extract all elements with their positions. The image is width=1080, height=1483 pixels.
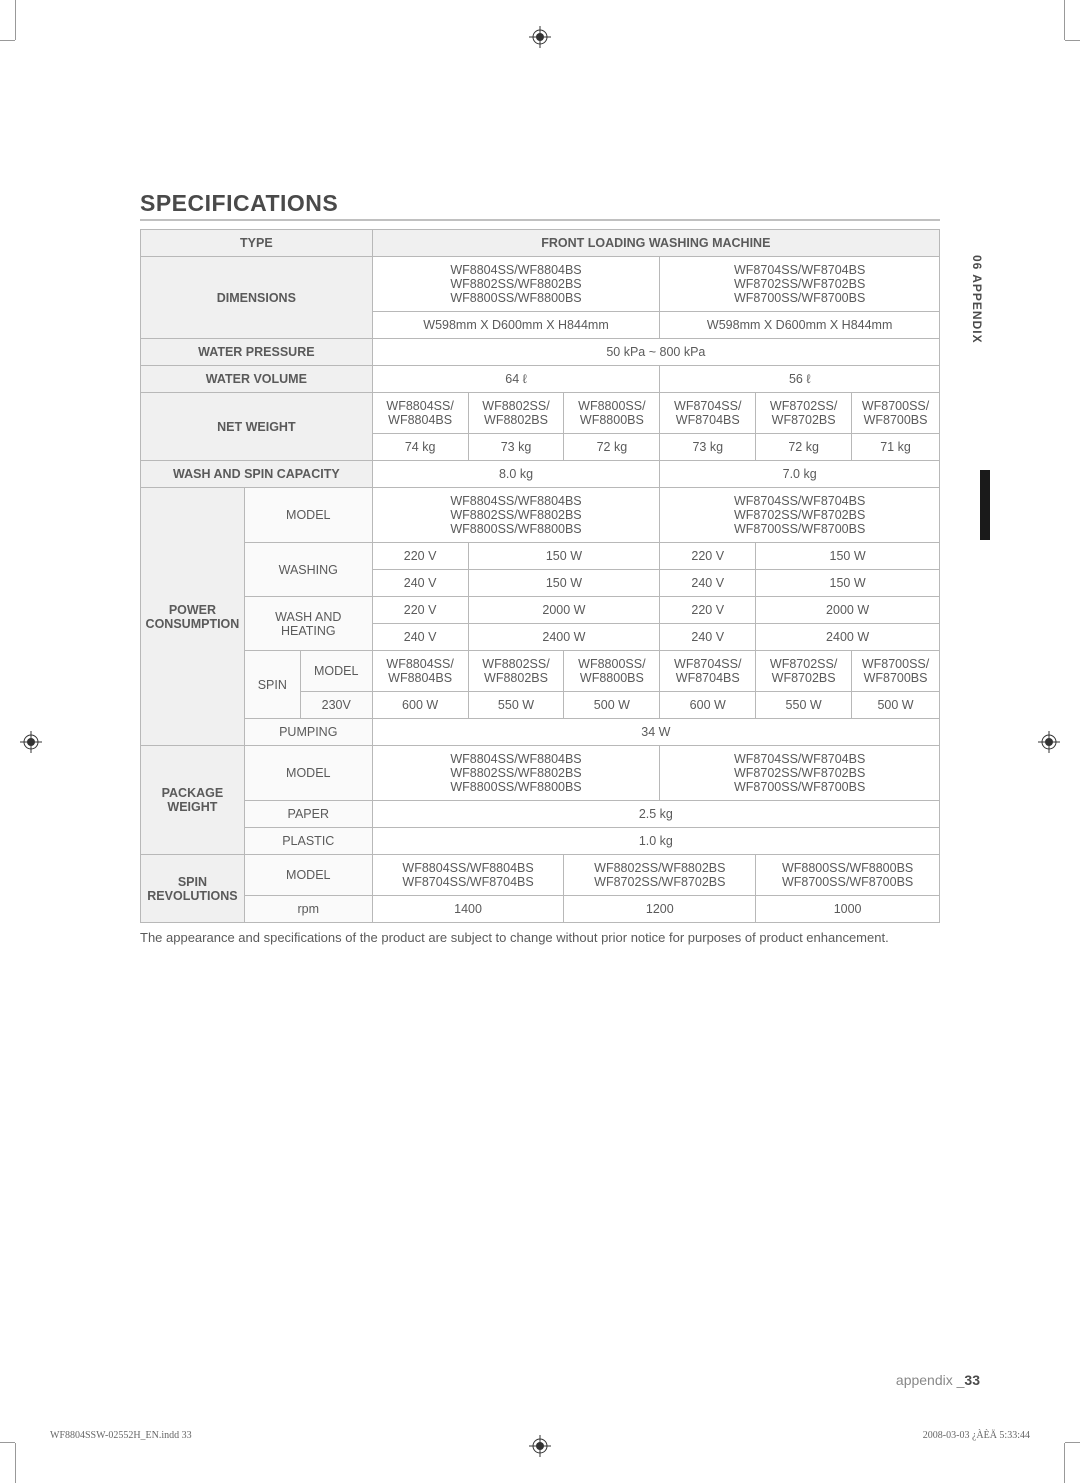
w150b: 150 W	[756, 543, 940, 570]
sr-m1: WF8804SS/WF8804BS WF8704SS/WF8704BS	[372, 855, 564, 896]
pkg-plastic: PLASTIC	[244, 828, 372, 855]
pc-spin-model: MODEL	[300, 651, 372, 692]
reg-mark-icon	[1038, 731, 1060, 753]
label-spin-rev: SPIN REVOLUTIONS	[141, 855, 245, 923]
nw-m2: WF8802SS/ WF8802BS	[468, 393, 564, 434]
h2400a: 2400 W	[468, 624, 660, 651]
pump-val: 34 W	[372, 719, 939, 746]
pc-230v: 230V	[300, 692, 372, 719]
nw-m5: WF8702SS/ WF8702BS	[756, 393, 852, 434]
pkg-plastic-v: 1.0 kg	[372, 828, 939, 855]
nw-v2: 73 kg	[468, 434, 564, 461]
footer-left: WF8804SSW-02552H_EN.indd 33	[50, 1430, 192, 1441]
sp-m6: WF8700SS/ WF8700BS	[852, 651, 940, 692]
w150c: 150 W	[468, 570, 660, 597]
nw-v6: 71 kg	[852, 434, 940, 461]
sp-m4: WF8704SS/ WF8704BS	[660, 651, 756, 692]
page-number: appendix _33	[896, 1372, 980, 1388]
page-title: SPECIFICATIONS	[140, 190, 940, 221]
label-power: POWER CONSUMPTION	[141, 488, 245, 746]
pc-pumping: PUMPING	[244, 719, 372, 746]
pc-models-b: WF8704SS/WF8704BS WF8702SS/WF8702BS WF87…	[660, 488, 940, 543]
h2000a: 2000 W	[468, 597, 660, 624]
pkg-model: MODEL	[244, 746, 372, 801]
nw-v1: 74 kg	[372, 434, 468, 461]
sp-v3: 500 W	[564, 692, 660, 719]
sp-v2: 550 W	[468, 692, 564, 719]
label-wash-spin: WASH AND SPIN CAPACITY	[141, 461, 373, 488]
wash-spin-b: 7.0 kg	[660, 461, 940, 488]
reg-mark-icon	[20, 731, 42, 753]
dim-size-b: W598mm X D600mm X H844mm	[660, 312, 940, 339]
page-num-value: 33	[964, 1372, 980, 1388]
dim-size-a: W598mm X D600mm X H844mm	[372, 312, 660, 339]
sr-model: MODEL	[244, 855, 372, 896]
h220a: 220 V	[372, 597, 468, 624]
pc-models-a: WF8804SS/WF8804BS WF8802SS/WF8802BS WF88…	[372, 488, 660, 543]
dim-models-a: WF8804SS/WF8804BS WF8802SS/WF8802BS WF88…	[372, 257, 660, 312]
reg-mark-icon	[529, 1435, 551, 1457]
wash-spin-a: 8.0 kg	[372, 461, 660, 488]
footer-right: 2008-03-03 ¿ÀÈÄ 5:33:44	[923, 1430, 1030, 1441]
nw-m6: WF8700SS/ WF8700BS	[852, 393, 940, 434]
sr-m2: WF8802SS/WF8802BS WF8702SS/WF8702BS	[564, 855, 756, 896]
sr-m3: WF8800SS/WF8800BS WF8700SS/WF8700BS	[756, 855, 940, 896]
label-dimensions: DIMENSIONS	[141, 257, 373, 339]
pc-model: MODEL	[244, 488, 372, 543]
h2000b: 2000 W	[756, 597, 940, 624]
pc-wash-heat: WASH AND HEATING	[244, 597, 372, 651]
pkg-models-a: WF8804SS/WF8804BS WF8802SS/WF8802BS WF88…	[372, 746, 660, 801]
w150d: 150 W	[756, 570, 940, 597]
label-water-volume: WATER VOLUME	[141, 366, 373, 393]
label-type: TYPE	[141, 230, 373, 257]
sr-v2: 1200	[564, 896, 756, 923]
label-pkg: PACKAGE WEIGHT	[141, 746, 245, 855]
side-tab-label: 06 APPENDIX	[970, 255, 984, 344]
dim-models-b: WF8704SS/WF8704BS WF8702SS/WF8702BS WF87…	[660, 257, 940, 312]
sr-rpm: rpm	[244, 896, 372, 923]
page-label: appendix _	[896, 1372, 965, 1388]
nw-m4: WF8704SS/ WF8704BS	[660, 393, 756, 434]
side-tab-marker	[980, 470, 990, 540]
w150a: 150 W	[468, 543, 660, 570]
sp-m1: WF8804SS/ WF8804BS	[372, 651, 468, 692]
sr-v1: 1400	[372, 896, 564, 923]
nw-v3: 72 kg	[564, 434, 660, 461]
w240a: 240 V	[372, 570, 468, 597]
value-type: FRONT LOADING WASHING MACHINE	[372, 230, 939, 257]
nw-m1: WF8804SS/ WF8804BS	[372, 393, 468, 434]
nw-m3: WF8800SS/ WF8800BS	[564, 393, 660, 434]
pkg-paper-v: 2.5 kg	[372, 801, 939, 828]
w220b: 220 V	[660, 543, 756, 570]
h240b: 240 V	[660, 624, 756, 651]
w220a: 220 V	[372, 543, 468, 570]
nw-v5: 72 kg	[756, 434, 852, 461]
value-water-pressure: 50 kPa ~ 800 kPa	[372, 339, 939, 366]
sp-v4: 600 W	[660, 692, 756, 719]
h2400b: 2400 W	[756, 624, 940, 651]
reg-mark-icon	[529, 26, 551, 48]
sp-m3: WF8800SS/ WF8800BS	[564, 651, 660, 692]
label-water-pressure: WATER PRESSURE	[141, 339, 373, 366]
sp-v5: 550 W	[756, 692, 852, 719]
water-volume-b: 56 ℓ	[660, 366, 940, 393]
sr-v3: 1000	[756, 896, 940, 923]
footnote: The appearance and specifications of the…	[140, 929, 940, 947]
pkg-models-b: WF8704SS/WF8704BS WF8702SS/WF8702BS WF87…	[660, 746, 940, 801]
w240b: 240 V	[660, 570, 756, 597]
spec-table: TYPE FRONT LOADING WASHING MACHINE DIMEN…	[140, 229, 940, 923]
sp-m5: WF8702SS/ WF8702BS	[756, 651, 852, 692]
sp-v1: 600 W	[372, 692, 468, 719]
nw-v4: 73 kg	[660, 434, 756, 461]
label-net-weight: NET WEIGHT	[141, 393, 373, 461]
pkg-paper: PAPER	[244, 801, 372, 828]
h240a: 240 V	[372, 624, 468, 651]
pc-washing: WASHING	[244, 543, 372, 597]
sp-m2: WF8802SS/ WF8802BS	[468, 651, 564, 692]
h220b: 220 V	[660, 597, 756, 624]
sp-v6: 500 W	[852, 692, 940, 719]
water-volume-a: 64 ℓ	[372, 366, 660, 393]
pc-spin: SPIN	[244, 651, 300, 719]
